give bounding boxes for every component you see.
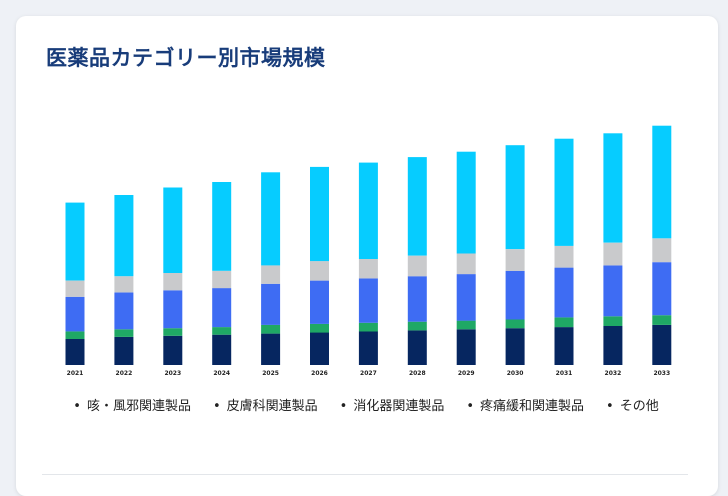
bar-segment-2028-series-4 (407, 255, 427, 277)
x-tick-label: 2023 (164, 370, 181, 377)
bar-segment-2025-series-3 (261, 283, 281, 325)
bar-segment-2030-series-2 (505, 319, 525, 329)
bar-segment-2030-series-5 (505, 145, 525, 250)
bar-segment-2031-series-5 (554, 138, 574, 246)
x-tick-label: 2033 (653, 370, 670, 377)
bar-segment-2027-series-3 (358, 278, 378, 323)
bar-segment-2022-series-4 (114, 276, 134, 293)
bar-segment-2028-series-3 (407, 276, 427, 322)
bar-segment-2022-series-2 (114, 329, 134, 337)
bar-segment-2029-series-4 (456, 253, 476, 275)
bar-segment-2030-series-3 (505, 270, 525, 320)
bar-segment-2021-series-2 (65, 331, 85, 339)
x-tick-label: 2024 (213, 370, 230, 377)
legend-item: • 皮膚科関連製品 (213, 396, 318, 418)
bar-segment-2021-series-3 (65, 296, 85, 332)
bar-segment-2026-series-3 (310, 280, 329, 324)
legend-item: • その他 (606, 396, 659, 418)
x-tick-label: 2022 (116, 370, 133, 377)
page-title: 医薬品カテゴリー別市場規模 (46, 46, 326, 70)
bar-segment-2026-series-5 (310, 166, 329, 262)
bar-segment-2033-series-5 (652, 125, 672, 239)
bar-segment-2024-series-1 (212, 334, 232, 365)
bar-segment-2031-series-1 (554, 327, 574, 365)
bar-segment-2025-series-5 (261, 172, 281, 266)
bar-segment-2032-series-5 (603, 133, 623, 243)
bar-segment-2024-series-4 (212, 270, 232, 289)
x-tick-label: 2025 (262, 370, 279, 377)
legend-label: 疼痛緩和関連製品 (480, 399, 585, 414)
x-tick-label: 2030 (507, 370, 524, 377)
bar-segment-2027-series-1 (358, 331, 378, 365)
legend-item: • 消化器関連製品 (340, 396, 445, 418)
bar-segment-2021-series-4 (65, 280, 85, 297)
bar-segment-2021-series-1 (65, 339, 85, 365)
chart-legend: • 咳・風邪関連製品 • 皮膚科関連製品 • 消化器関連製品 • 疼痛緩和関連製品 • その他 (46, 396, 686, 418)
legend-label: 咳・風邪関連製品 (86, 399, 191, 414)
legend-bullet-icon: • (212, 399, 221, 414)
bar-segment-2027-series-5 (358, 162, 378, 259)
bar-segment-2025-series-1 (261, 333, 281, 365)
bar-segment-2031-series-4 (554, 245, 574, 268)
bar-segment-2032-series-3 (603, 265, 623, 317)
bar-segment-2032-series-1 (603, 326, 623, 365)
bar-segment-2027-series-4 (358, 258, 378, 279)
legend-bullet-icon: • (606, 399, 614, 414)
legend-bullet-icon: • (339, 399, 348, 414)
bar-segment-2027-series-2 (358, 322, 378, 332)
x-tick-label: 2028 (409, 370, 426, 377)
bar-segment-2033-series-3 (652, 262, 672, 316)
bar-segment-2023-series-2 (163, 328, 183, 336)
legend-item: • 疼痛緩和関連製品 (466, 396, 584, 418)
chart-card: 医薬品カテゴリー別市場規模 2021 2022 2023 2024 2025 2026 20… (16, 16, 718, 496)
bar-segment-2029-series-5 (456, 151, 476, 254)
bar-segment-2031-series-3 (554, 267, 574, 318)
bar-segment-2029-series-1 (456, 329, 476, 365)
bar-segment-2025-series-2 (261, 324, 281, 334)
x-tick-label: 2032 (605, 370, 622, 377)
bar-segment-2022-series-5 (114, 195, 134, 277)
divider (42, 474, 688, 475)
bar-segment-2032-series-2 (603, 316, 623, 326)
bar-segment-2026-series-2 (310, 323, 329, 333)
legend-label: 皮膚科関連製品 (226, 399, 318, 414)
x-tick-label: 2021 (67, 370, 84, 377)
bar-segment-2023-series-5 (163, 187, 183, 273)
bar-segment-2029-series-3 (456, 274, 476, 321)
bar-segment-2023-series-3 (163, 290, 183, 329)
bar-segment-2026-series-4 (310, 261, 329, 281)
bar-segment-2030-series-4 (505, 249, 525, 271)
x-tick-label: 2026 (311, 370, 328, 377)
bar-segment-2029-series-2 (456, 320, 476, 330)
bar-segment-2028-series-2 (407, 321, 427, 331)
x-tick-label: 2029 (458, 370, 475, 377)
bar-segment-2033-series-4 (652, 238, 672, 263)
stacked-bar-chart: 2021 2022 2023 2024 2025 2026 2027 2028 2029 2030… (65, 125, 672, 377)
legend-bullet-icon: • (466, 399, 475, 414)
bar-segment-2033-series-1 (652, 324, 672, 365)
bar-segment-2021-series-5 (65, 202, 85, 281)
x-tick-label: 2031 (556, 370, 573, 377)
bar-segment-2032-series-4 (603, 242, 623, 266)
bar-segment-2031-series-2 (554, 317, 574, 328)
bar-segment-2028-series-1 (407, 330, 427, 365)
bar-segment-2022-series-3 (114, 292, 134, 330)
bar-segment-2026-series-1 (310, 332, 329, 365)
bar-segment-2024-series-3 (212, 288, 232, 328)
legend-bullet-icon: • (73, 399, 81, 414)
bar-segment-2030-series-1 (505, 328, 525, 365)
bar-segment-2028-series-5 (407, 157, 427, 256)
bar-segment-2033-series-2 (652, 315, 672, 325)
bar-segment-2022-series-1 (114, 336, 134, 365)
legend-label: その他 (619, 399, 659, 414)
bar-segment-2024-series-5 (212, 182, 232, 271)
bar-segment-2025-series-4 (261, 265, 281, 284)
x-tick-label: 2027 (360, 370, 377, 377)
bar-segment-2023-series-1 (163, 335, 183, 365)
legend-item: • 咳・風邪関連製品 (73, 396, 191, 418)
legend-label: 消化器関連製品 (353, 399, 445, 414)
bar-segment-2023-series-4 (163, 273, 183, 291)
bar-segment-2024-series-2 (212, 327, 232, 335)
